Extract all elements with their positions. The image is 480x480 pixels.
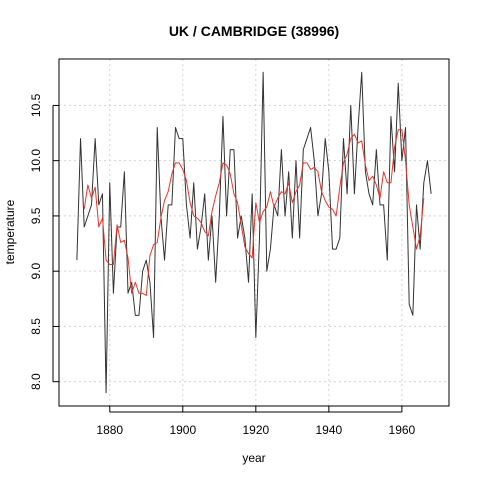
x-tick-label: 1960: [389, 423, 416, 437]
y-tick-label: 10.5: [29, 93, 43, 117]
y-axis-label: temperature: [3, 199, 17, 264]
y-axis: 8.0 8.5 9.0 9.5 10.0 10.5: [29, 93, 59, 390]
y-tick-label: 9.5: [29, 207, 43, 224]
moving-average-line: [83, 129, 425, 296]
y-tick-label: 8.0: [29, 373, 43, 390]
x-tick-label: 1920: [242, 423, 269, 437]
x-tick-label: 1880: [96, 423, 123, 437]
x-axis-label: year: [242, 451, 265, 465]
annual-temperature-line: [76, 71, 432, 394]
x-tick-label: 1900: [169, 423, 196, 437]
x-tick-label: 1940: [316, 423, 343, 437]
x-axis: 1880 1900 1920 1940 1960: [96, 406, 416, 437]
y-tick-label: 10.0: [29, 149, 43, 173]
series-layer: [76, 71, 432, 394]
y-tick-label: 8.5: [29, 318, 43, 335]
plot-frame: [58, 58, 450, 407]
chart-title: UK / CAMBRIDGE (38996): [169, 23, 339, 39]
y-tick-label: 9.0: [29, 263, 43, 280]
